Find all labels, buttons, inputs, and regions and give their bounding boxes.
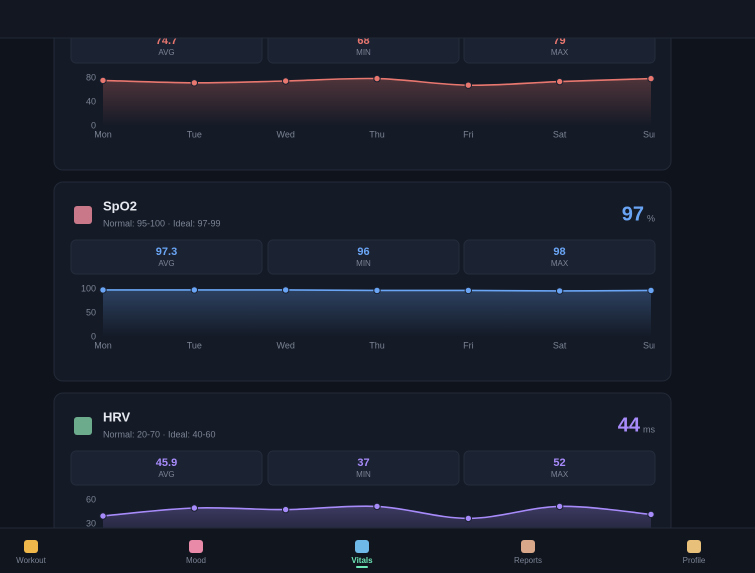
nav-icon [189, 540, 203, 553]
x-tick-label: Mon [94, 340, 112, 350]
card-title: HRV [103, 409, 131, 424]
y-tick-label: 50 [86, 307, 96, 317]
card-subtitle: Normal: 95-100 · Ideal: 97-99 [103, 218, 221, 228]
nav-item[interactable]: Workout [16, 540, 47, 565]
current-unit: ms [643, 424, 655, 434]
x-tick-label: Mon [94, 129, 112, 139]
stat-value: 96 [357, 246, 369, 258]
nav-item[interactable]: Mood [186, 540, 206, 565]
nav-item[interactable]: Vitals [351, 540, 373, 568]
x-tick-label: Fri [463, 340, 474, 350]
x-tick-label: Sat [553, 340, 567, 350]
vital-card: SpO2 Normal: 95-100 · Ideal: 97-99 %97 97.3… [53, 181, 672, 382]
y-tick-label: 40 [86, 96, 96, 106]
nav-active-indicator [356, 566, 368, 568]
stat-label: MAX [551, 48, 569, 57]
point [464, 286, 473, 295]
nav-icon [24, 540, 38, 553]
stat-label: MIN [356, 470, 371, 479]
point [373, 502, 381, 511]
x-tick-label: Tue [187, 340, 202, 350]
stat-box [267, 450, 460, 486]
stat-box [267, 239, 460, 275]
bottom-nav [0, 528, 755, 573]
area [103, 78, 651, 126]
x-labels: Mon Tue Wed Thu Fri Sat Sun [94, 129, 659, 139]
point [647, 286, 655, 295]
point [190, 286, 199, 294]
y-tick-label: 100 [81, 283, 96, 293]
x-tick-label: Sat [553, 129, 567, 139]
stat-label: AVG [158, 259, 174, 268]
point [373, 286, 381, 295]
nav-icon [355, 540, 369, 553]
nav-label: Mood [186, 556, 206, 565]
y-tick-label: 0 [91, 331, 96, 341]
nav-label: Reports [514, 556, 542, 565]
point [555, 77, 564, 86]
stat-label: MAX [551, 259, 569, 268]
card-icon [74, 206, 92, 224]
current-unit: % [647, 213, 655, 223]
stat-value: 97.3 [156, 246, 177, 258]
stat-value: 37 [357, 457, 369, 469]
point [190, 79, 199, 87]
stat-label: MIN [356, 48, 371, 57]
point [464, 81, 473, 89]
x-tick-label: Wed [276, 129, 294, 139]
nav-icon [687, 540, 701, 553]
point [555, 287, 564, 295]
y-tick-label: 80 [86, 72, 96, 82]
nav-label: Vitals [351, 556, 373, 565]
card-subtitle: Normal: 20-70 · Ideal: 40-60 [103, 429, 216, 439]
stat-box [463, 239, 656, 275]
point [281, 77, 290, 85]
nav-item[interactable]: Profile [683, 540, 706, 565]
x-tick-label: Wed [276, 340, 294, 350]
x-labels: Mon Tue Wed Thu Fri Sat Sun [94, 340, 659, 350]
point [647, 510, 655, 519]
point [99, 76, 107, 85]
stat-value: 45.9 [156, 457, 177, 469]
y-tick-label: 0 [91, 120, 96, 130]
x-tick-label: Thu [369, 129, 385, 139]
x-tick-label: Thu [369, 340, 385, 350]
x-tick-label: Sun [643, 129, 659, 139]
stat-label: MAX [551, 470, 569, 479]
nav-icon [521, 540, 535, 553]
card-title: SpO2 [103, 198, 137, 213]
nav-label: Workout [16, 556, 46, 565]
stat-value: 52 [553, 457, 565, 469]
area [103, 289, 651, 337]
stat-label: MIN [356, 259, 371, 268]
current-value: 97 [622, 203, 644, 225]
nav-label: Profile [683, 556, 706, 565]
current-value: 44 [618, 414, 641, 436]
y-tick-label: 30 [86, 518, 96, 528]
point [99, 512, 107, 520]
point [647, 74, 655, 83]
point [555, 502, 564, 511]
stat-box [70, 239, 263, 275]
point [464, 514, 473, 523]
card [53, 181, 672, 382]
nav-item[interactable]: Reports [514, 540, 542, 565]
stat-value: 98 [553, 246, 565, 258]
x-tick-label: Tue [187, 129, 202, 139]
point [281, 286, 290, 294]
point [373, 74, 381, 83]
point [281, 505, 290, 514]
stat-label: AVG [158, 470, 174, 479]
card-icon [74, 417, 92, 435]
y-tick-label: 60 [86, 494, 96, 504]
stat-box [70, 450, 263, 486]
x-tick-label: Fri [463, 129, 474, 139]
point [99, 286, 107, 294]
stat-label: AVG [158, 48, 174, 57]
point [190, 504, 199, 512]
stat-box [463, 450, 656, 486]
top-bar [0, 0, 755, 38]
x-tick-label: Sun [643, 340, 659, 350]
